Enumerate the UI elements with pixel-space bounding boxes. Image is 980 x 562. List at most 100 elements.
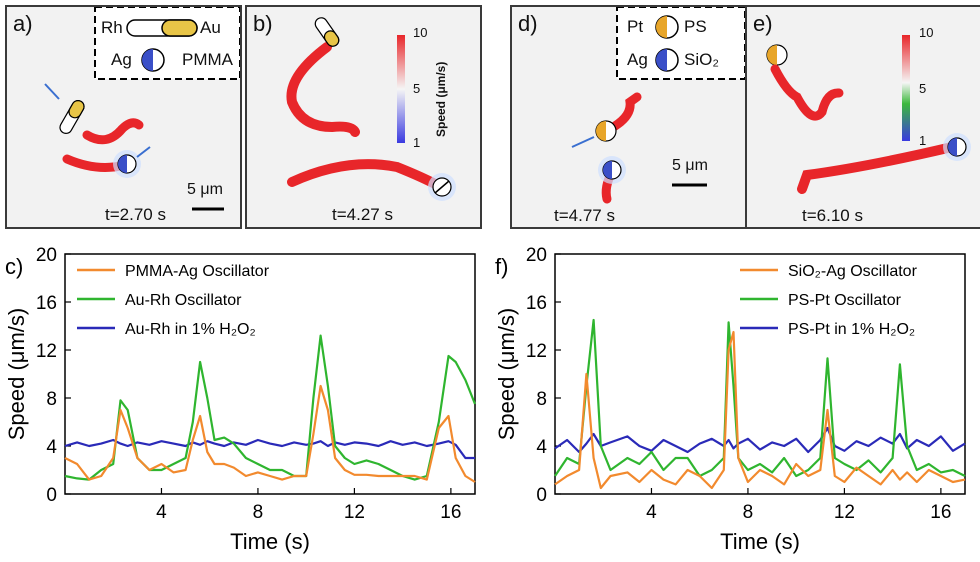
microscopy-panel-e: e) t=6.10 s 10 5 1 [745,5,980,229]
y-tick-label: 16 [36,293,57,314]
colorbar-tick-mid: 5 [919,81,927,96]
y-tick-label: 4 [536,437,547,458]
janus-direction-arrow [136,146,151,158]
legend-entry: Au-Rh in 1% H₂O₂ [125,321,256,338]
x-tick-label: 4 [156,502,167,523]
janus-particle-half [118,155,127,173]
janus-trail [287,159,442,190]
time-label: t=4.77 s [554,206,615,225]
x-tick-label: 12 [344,502,365,523]
x-axis-label: Time (s) [720,529,800,554]
chart-c: c) 0 4 8 12 16 20 4 8 12 16 Time (s) Speed (μm/s) PMM… [0,232,490,562]
legend-rod-right: Au [200,18,221,37]
series-line [64,384,476,483]
y-axis-label: Speed (μm/s) [494,308,519,441]
legend-entry: SiO₂-Ag Oscillator [788,263,918,280]
panel-e-drawing [766,35,971,194]
legend-entry: PS-Pt Oscillator [788,292,902,309]
x-tick-label: 8 [743,502,754,523]
series-line [554,318,966,478]
colorbar-tick-mid: 5 [413,81,421,96]
rod-particle [314,17,340,47]
ps-direction-arrow [571,136,595,148]
y-axis-label: Speed (μm/s) [4,308,29,441]
microscopy-panel-a: a) t=2.70 s 5 μm Rh Au Ag PMMA [5,5,242,229]
rod-direction-arrow [44,83,60,100]
time-label: t=6.10 s [802,206,863,225]
legend-janus-left: Ag [111,50,132,69]
series-line [554,426,966,454]
y-tick-label: 12 [36,341,57,362]
legend-row2-right: SiO₂ [684,50,719,69]
plot-area [64,253,476,495]
legend-box [616,7,745,80]
rod-particle [59,100,85,134]
time-label: t=4.27 s [332,205,393,224]
pt-half-icon [656,16,667,38]
colorbar-tick-min: 1 [413,135,421,150]
legend-entry: PMMA-Ag Oscillator [125,263,270,280]
panel-a-drawing [44,7,240,211]
y-tick-label: 8 [46,389,57,410]
colorbar [397,35,405,143]
legend-row1-left: Pt [627,17,644,36]
ps-particle-half [767,45,777,65]
janus-half-icon [142,49,153,71]
microscopy-panel-d: d) t=4.77 s 5 μm Pt PS Ag SiO₂ [510,5,747,229]
chart-f: f) 0 4 8 12 16 20 4 8 12 16 Time (s) Speed (μm/s) SiO… [490,232,980,562]
x-tick-label: 16 [930,502,951,523]
time-label: t=2.70 s [105,205,166,224]
legend-row1-right: PS [684,17,707,36]
series-line [64,334,477,481]
sio2-trail [797,142,957,194]
series-line [554,330,966,490]
colorbar [902,35,910,141]
x-tick-label: 12 [834,502,855,523]
y-tick-label: 8 [536,389,547,410]
microscopy-panel-b: b) t=4.27 s 10 5 1 Speed (μm/s) [245,5,482,229]
ps-particle-half [596,121,606,141]
sio2-particle-half [948,138,957,156]
scale-label: 5 μm [672,157,708,174]
y-tick-label: 12 [526,341,547,362]
y-tick-label: 0 [46,485,57,506]
y-tick-label: 0 [536,485,547,506]
janus-boundary [434,180,450,194]
colorbar-tick-min: 1 [919,133,927,148]
ps-trail [770,64,844,121]
x-tick-label: 4 [646,502,657,523]
panel-label: c) [5,254,23,279]
x-tick-label: 16 [440,502,461,523]
x-tick-label: 8 [253,502,264,523]
panel-label: e) [753,11,773,36]
y-tick-label: 4 [46,437,57,458]
panel-b-drawing [286,17,456,201]
y-tick-label: 20 [526,245,547,266]
chart-c-svg: c) 0 4 8 12 16 20 4 8 12 16 Time (s) Speed (μm/s) PMM… [4,245,477,554]
sio2-particle-half [603,161,612,179]
scale-label: 5 μm [187,181,223,198]
colorbar-tick-max: 10 [413,25,428,40]
y-tick-label: 16 [526,293,547,314]
legend-row2-left: Ag [627,50,648,69]
legend-janus-right: PMMA [182,50,233,69]
colorbar-tick-max: 10 [919,25,934,40]
plot-area [554,253,966,495]
panel-label: f) [495,254,508,279]
rod-trail [286,42,360,137]
panel-label: a) [13,11,33,36]
chart-f-svg: f) 0 4 8 12 16 20 4 8 12 16 Time (s) Speed (μm/s) SiO… [494,245,966,554]
legend-entry: PS-Pt in 1% H₂O₂ [788,321,915,338]
legend-entry: Au-Rh Oscillator [125,292,242,309]
gold-segment-icon [161,19,198,37]
rod-trail [82,118,144,145]
x-axis-label: Time (s) [230,529,310,554]
y-tick-label: 20 [36,245,57,266]
legend-rod-left: Rh [101,18,123,37]
colorbar-title: Speed (μm/s) [434,61,448,137]
panel-label: d) [518,11,538,36]
legend-box [94,7,240,80]
panel-d-drawing [571,7,745,204]
ag-half-icon [656,49,667,71]
panel-label: b) [253,11,273,36]
